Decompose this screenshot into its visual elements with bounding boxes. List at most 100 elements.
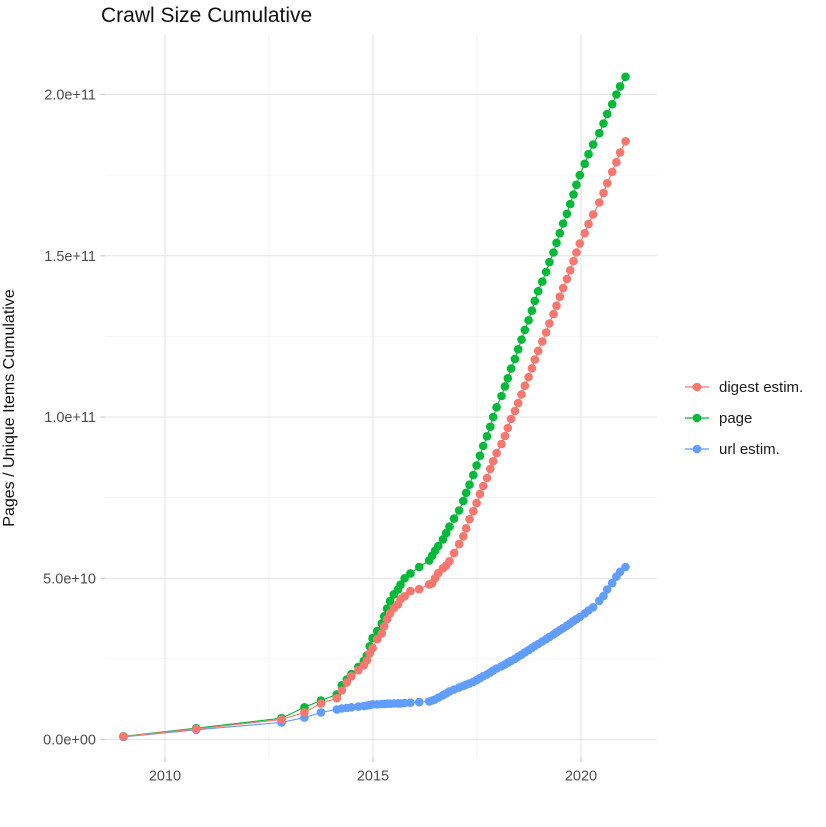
data-point-page	[520, 325, 530, 335]
data-point-page	[414, 562, 424, 572]
legend-label-url-estim: url estim.	[719, 440, 780, 458]
data-point-digest-estim	[549, 309, 558, 319]
data-point-digest-estim	[461, 524, 471, 533]
data-point-page	[541, 267, 551, 277]
data-point-digest-estim	[377, 629, 387, 638]
data-point-digest-estim	[520, 381, 530, 391]
data-point-digest-estim	[488, 456, 498, 466]
data-point-page	[607, 99, 617, 109]
legend-item-digest-estim: digest estim.	[684, 376, 803, 398]
y-tick-label: 0.0e+00	[43, 733, 96, 749]
data-point-digest-estim	[584, 219, 593, 229]
data-point-page	[513, 345, 523, 354]
data-point-url-estim	[406, 698, 415, 707]
data-point-digest-estim	[595, 198, 604, 207]
data-point-digest-estim	[465, 514, 474, 524]
data-point-page	[461, 488, 471, 498]
data-point-page	[575, 170, 585, 180]
x-tick-label: 2010	[149, 769, 181, 785]
legend: digest estim. page url estim.	[684, 376, 803, 460]
data-point-digest-estim	[372, 634, 382, 644]
data-point-page	[538, 277, 547, 286]
data-point-url-estim	[607, 578, 617, 588]
data-point-digest-estim	[454, 539, 464, 549]
data-point-page	[584, 149, 593, 159]
data-point-page	[510, 354, 520, 364]
data-point-digest-estim	[602, 178, 612, 188]
data-point-digest-estim	[565, 266, 575, 275]
data-point-page	[454, 506, 464, 515]
y-tick-label: 2.0e+11	[44, 88, 96, 104]
data-point-url-estim	[602, 585, 612, 594]
data-point-page	[565, 199, 575, 209]
data-point-page	[558, 219, 568, 228]
data-point-digest-estim	[506, 414, 516, 424]
data-point-page	[503, 374, 513, 383]
data-point-page	[486, 422, 495, 432]
chart-title: Crawl Size Cumulative	[101, 4, 313, 27]
data-point-digest-estim	[119, 732, 128, 741]
data-point-page	[569, 190, 578, 199]
data-point-page	[500, 382, 510, 391]
data-point-digest-estim	[555, 292, 565, 302]
data-point-digest-estim	[445, 556, 454, 566]
data-point-page	[445, 522, 454, 531]
x-tick-label: 2015	[357, 769, 389, 785]
data-point-page	[527, 306, 537, 315]
data-point-page	[459, 496, 468, 506]
data-point-page	[545, 257, 554, 267]
data-point-page	[562, 209, 572, 219]
data-point-digest-estim	[277, 715, 286, 724]
x-tick-label: 2020	[565, 769, 597, 785]
data-point-digest-estim	[472, 498, 481, 508]
data-point-digest-estim	[332, 693, 342, 703]
y-axis-title: Pages / Unique Items Cumulative	[1, 289, 18, 527]
data-point-page	[469, 470, 478, 480]
data-point-page	[524, 316, 533, 325]
data-point-digest-estim	[449, 548, 459, 558]
data-point-digest-estim	[572, 248, 581, 257]
data-point-page	[492, 403, 501, 412]
data-point-page	[533, 286, 543, 296]
legend-key-url-icon	[685, 444, 709, 454]
data-point-page	[595, 128, 604, 138]
data-point-digest-estim	[469, 506, 478, 516]
data-point-digest-estim	[562, 274, 572, 284]
data-point-url-estim	[588, 603, 598, 612]
data-point-page	[517, 335, 526, 344]
data-point-digest-estim	[191, 724, 201, 734]
data-point-digest-estim	[552, 301, 561, 311]
data-point-digest-estim	[541, 328, 551, 337]
data-point-digest-estim	[545, 319, 554, 328]
data-point-digest-estim	[510, 406, 520, 416]
data-point-digest-estim	[615, 148, 625, 157]
data-point-page	[482, 432, 492, 441]
data-point-digest-estim	[406, 586, 415, 596]
data-point-page	[612, 90, 621, 99]
data-point-page	[506, 364, 516, 373]
data-point-digest-estim	[538, 337, 547, 346]
data-point-page	[497, 391, 506, 401]
data-point-digest-estim	[492, 448, 501, 458]
data-point-page	[621, 72, 630, 82]
data-point-page	[385, 596, 395, 606]
data-point-url-estim	[621, 562, 630, 572]
data-point-page	[438, 535, 448, 544]
legend-item-url-estim: url estim.	[684, 438, 803, 460]
data-point-digest-estim	[527, 364, 537, 373]
data-point-digest-estim	[486, 464, 495, 474]
data-point-page	[602, 109, 612, 119]
data-point-digest-estim	[459, 532, 468, 541]
data-point-digest-estim	[513, 398, 523, 408]
data-point-digest-estim	[379, 622, 389, 631]
data-point-page	[615, 82, 625, 91]
data-point-digest-estim	[612, 157, 621, 167]
data-point-digest-estim	[607, 167, 617, 177]
data-point-page	[555, 228, 565, 238]
data-point-page	[552, 238, 561, 248]
data-point-digest-estim	[500, 431, 510, 441]
data-point-page	[588, 140, 598, 149]
data-point-page	[449, 514, 459, 523]
